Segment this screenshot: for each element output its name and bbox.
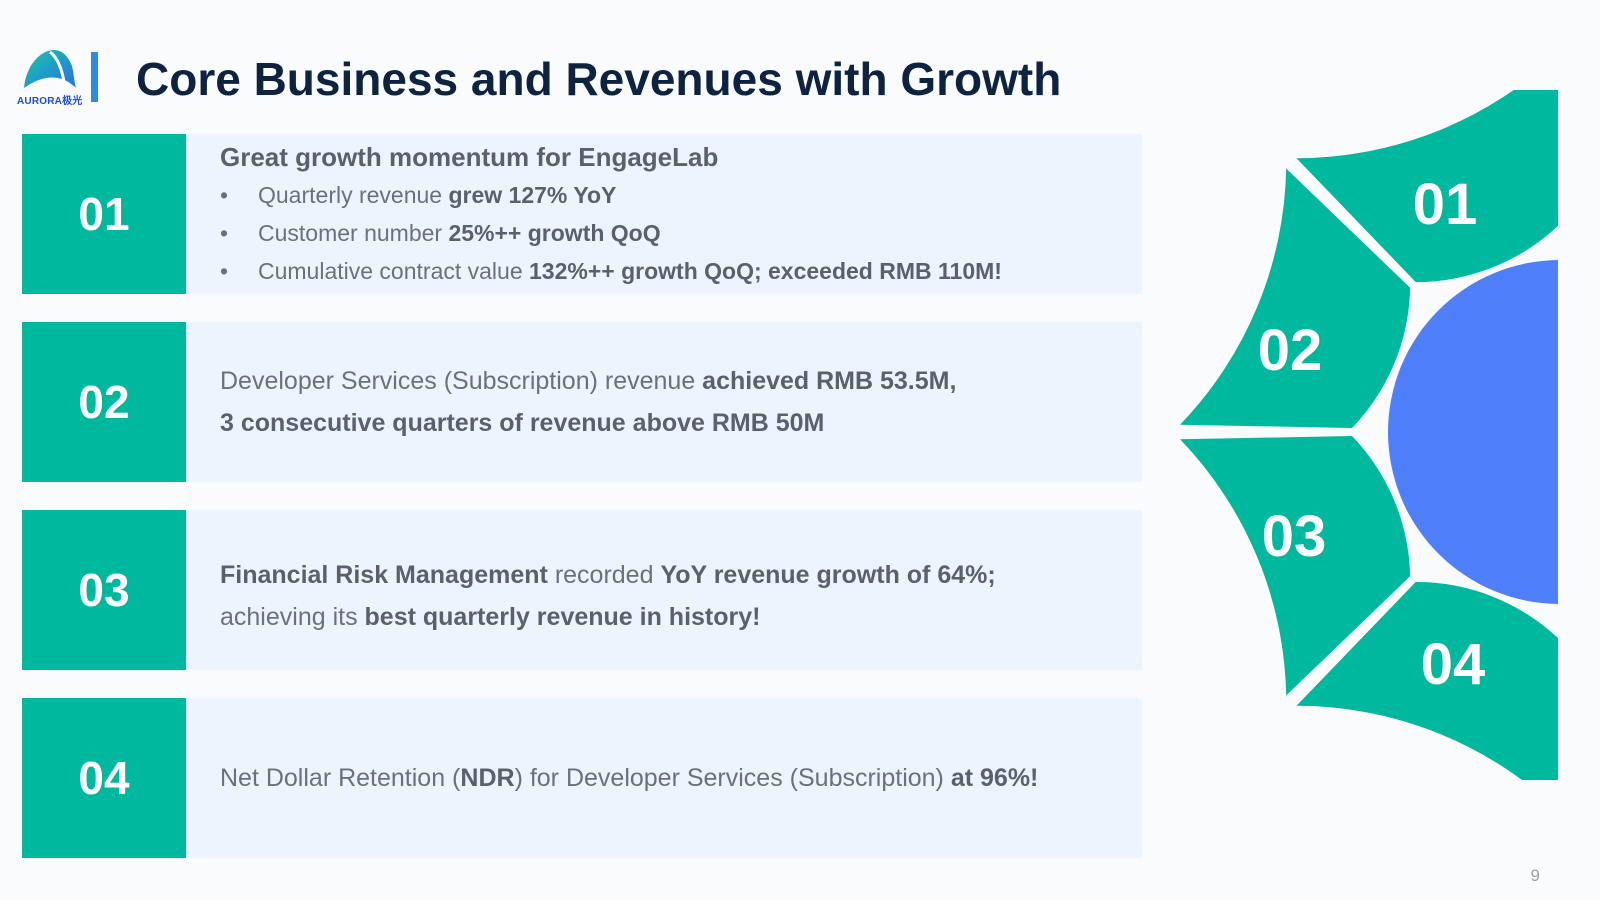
ring-label-01: 01	[1413, 172, 1478, 237]
ring-segment-01	[1296, 581, 1558, 780]
page-number: 9	[1530, 866, 1540, 885]
bullet-item: Customer number 25%++ growth QoQ	[220, 214, 1122, 252]
item-row-01: 01 Great growth momentum for EngageLab Q…	[22, 134, 1142, 294]
bullet-item: Quarterly revenue grew 127% YoY	[220, 176, 1122, 214]
item-panel: Developer Services (Subscription) revenu…	[186, 322, 1142, 482]
item-panel: Net Dollar Retention (NDR) for Developer…	[186, 698, 1142, 858]
item-panel: Financial Risk Management recorded YoY r…	[186, 510, 1142, 670]
bullet-item: Cumulative contract value 132%++ growth …	[220, 252, 1122, 290]
item-heading: Great growth momentum for EngageLab	[220, 142, 719, 172]
item-text: Financial Risk Management recorded YoY r…	[220, 561, 996, 631]
ring-label-02: 02	[1258, 318, 1323, 383]
ring-segment-03	[1180, 168, 1411, 429]
item-text: Developer Services (Subscription) revenu…	[220, 367, 957, 437]
logo-text: AURORA极光	[17, 96, 83, 107]
item-panel: Great growth momentum for EngageLab Quar…	[186, 134, 1142, 294]
ring-label-03: 03	[1262, 504, 1327, 569]
item-number: 01	[22, 134, 186, 294]
item-number: 02	[22, 322, 186, 482]
ring-segment-04	[1296, 90, 1558, 283]
item-row-02: 02 Developer Services (Subscription) rev…	[22, 322, 1142, 482]
segment-ring-diagram: 01 02 03 04	[1180, 90, 1558, 780]
item-number: 04	[22, 698, 186, 858]
item-row-04: 04 Net Dollar Retention (NDR) for Develo…	[22, 698, 1142, 858]
item-row-03: 03 Financial Risk Management recorded Yo…	[22, 510, 1142, 670]
title-accent-bar	[91, 52, 98, 102]
aurora-logo-icon	[24, 50, 76, 88]
ring-center-circle	[1388, 260, 1558, 604]
item-number: 03	[22, 510, 186, 670]
item-text: Net Dollar Retention (NDR) for Developer…	[220, 764, 1039, 792]
ring-segment-02	[1180, 435, 1411, 696]
ring-label-04: 04	[1421, 632, 1486, 697]
page-title: Core Business and Revenues with Growth	[136, 53, 1062, 105]
